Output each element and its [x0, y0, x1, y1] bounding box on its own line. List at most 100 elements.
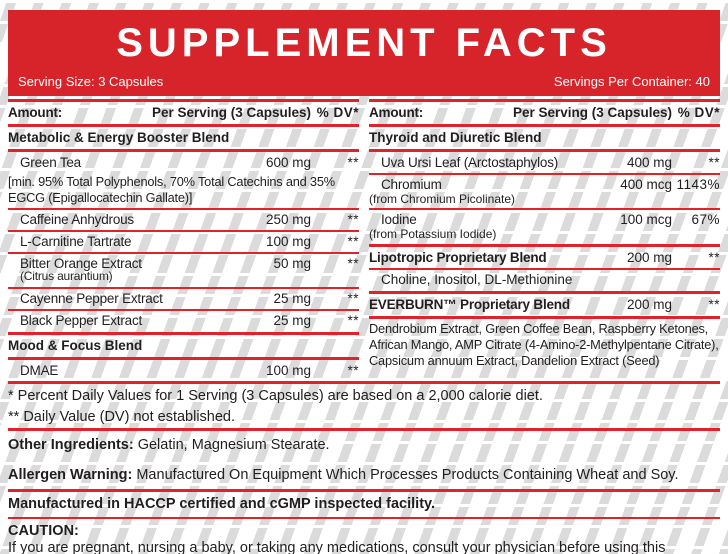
- ingredient-source: (from Chromium Picolinate): [369, 192, 516, 206]
- red-divider: [8, 488, 720, 492]
- ingredient-name-sub: (Citrus aurantium): [20, 269, 113, 283]
- red-divider: [8, 287, 359, 289]
- ingredient-name: Black Pepper Extract: [20, 313, 143, 328]
- facts-columns: Amount: Per Serving (3 Capsules) % DV* M…: [8, 98, 720, 381]
- section-title-mood: Mood & Focus Blend: [8, 338, 143, 353]
- red-divider: [8, 516, 720, 519]
- header-red-box: SUPPLEMENT FACTS Serving Size: 3 Capsule…: [8, 10, 720, 96]
- red-divider: [8, 99, 359, 102]
- blend-row: Lipotropic Proprietary Blend 200 mg **: [369, 248, 720, 268]
- header-amount: Amount:: [369, 105, 424, 120]
- ingredient-row: Caffeine Anhydrous 250 mg **: [8, 210, 359, 230]
- red-divider: [8, 381, 720, 384]
- lipotropic-contents: Choline, Inositol, DL-Methionine: [381, 272, 573, 287]
- ingredient-dv: **: [347, 212, 359, 227]
- servings-per-container: Servings Per Container: 40: [553, 74, 710, 89]
- serving-size: Serving Size: 3 Capsules: [18, 74, 164, 89]
- red-divider: [369, 291, 720, 294]
- ingredient-name: Chromium: [381, 177, 442, 192]
- ingredient-dv: **: [347, 155, 359, 170]
- ingredient-name: L-Carnitine Tartrate: [20, 234, 132, 249]
- everburn-contents: Dendrobium Extract, Green Coffee Bean, R…: [369, 321, 719, 368]
- ingredient-row: L-Carnitine Tartrate 100 mg **: [8, 232, 359, 252]
- section-title-metabolic: Metabolic & Energy Booster Blend: [8, 130, 230, 145]
- red-divider: [369, 173, 720, 175]
- right-column: Amount: Per Serving (3 Capsules) % DV* T…: [369, 98, 720, 371]
- caution-label: CAUTION:: [8, 523, 79, 539]
- red-divider: [369, 208, 720, 210]
- red-divider: [8, 149, 359, 152]
- ingredient-name: Caffeine Anhydrous: [20, 212, 134, 227]
- ingredient-row: Cayenne Pepper Extract 25 mg **: [8, 289, 359, 309]
- ingredient-name: Cayenne Pepper Extract: [20, 291, 163, 306]
- red-divider: [8, 357, 359, 360]
- ingredient-amount: 250 mg: [265, 212, 311, 227]
- ingredient-row: Bitter Orange Extract (Citrus aurantium)…: [8, 254, 359, 287]
- blend-name: Lipotropic Proprietary Blend: [369, 250, 547, 265]
- ingredient-row: Black Pepper Extract 25 mg **: [8, 311, 359, 331]
- ingredient-dv: **: [347, 234, 359, 249]
- ingredient-dv: **: [347, 291, 359, 306]
- red-divider: [369, 124, 720, 127]
- green-tea-note: [min. 95% Total Polyphenols, 70% Total C…: [8, 174, 335, 205]
- manufactured-statement: Manufactured in HACCP certified and cGMP…: [8, 495, 436, 512]
- allergen-warning-label: Allergen Warning:: [8, 466, 133, 483]
- red-divider: [369, 149, 720, 152]
- ingredient-amount: 100 mg: [265, 234, 311, 249]
- header-dv: % DV*: [677, 105, 720, 120]
- red-divider: [369, 99, 720, 102]
- ingredient-name: Bitter Orange Extract (Citrus aurantium): [8, 256, 219, 285]
- other-ingredients: Other Ingredients: Gelatin, Magnesium St…: [8, 437, 720, 453]
- red-divider: [8, 332, 359, 335]
- ingredient-name: Uva Ursi Leaf (Arctostaphylos): [381, 155, 559, 170]
- ingredient-amount: 100 mcg: [620, 212, 672, 227]
- ingredient-row: Iodine 100 mcg 67%: [369, 210, 720, 230]
- caution-text: If you are pregnant, nursing a baby, or …: [8, 540, 666, 554]
- ingredient-dv: 1143%: [676, 177, 720, 192]
- header-per-serving: Per Serving (3 Capsules): [151, 105, 311, 120]
- red-divider: [8, 252, 359, 254]
- ingredient-row: Chromium 400 mcg 1143%: [369, 175, 720, 195]
- ingredient-amount: 100 mg: [265, 363, 311, 378]
- ingredient-dv: 67%: [691, 212, 720, 227]
- left-column: Amount: Per Serving (3 Capsules) % DV* M…: [8, 98, 359, 381]
- red-divider: [8, 428, 720, 431]
- other-ingredients-label: Other Ingredients:: [8, 436, 134, 453]
- red-divider: [8, 124, 359, 127]
- blend-amount: 200 mg: [626, 250, 672, 265]
- ingredient-amount: 50 mg: [273, 256, 311, 271]
- ingredient-row: Green Tea 600 mg **: [8, 153, 359, 173]
- allergen-warning-value: Manufactured On Equipment Which Processe…: [132, 466, 679, 483]
- red-divider: [369, 244, 720, 247]
- ingredient-row: DMAE 100 mg **: [8, 361, 359, 381]
- ingredient-dv: **: [347, 363, 359, 378]
- ingredient-name: Iodine: [381, 212, 417, 227]
- page-title: SUPPLEMENT FACTS: [116, 21, 612, 65]
- blend-dv: **: [708, 250, 720, 265]
- red-divider: [8, 309, 359, 311]
- section-title-thyroid: Thyroid and Diuretic Blend: [369, 130, 542, 145]
- ingredient-amount: 400 mg: [626, 155, 672, 170]
- red-divider: [369, 316, 720, 319]
- red-divider: [8, 208, 359, 210]
- ingredient-amount: 25 mg: [273, 291, 311, 306]
- header-dv: % DV*: [316, 105, 359, 120]
- blend-row: EVERBURN™ Proprietary Blend 200 mg **: [369, 295, 720, 315]
- ingredient-amount: 600 mg: [265, 155, 311, 170]
- header-amount: Amount:: [8, 105, 63, 120]
- blend-dv: **: [708, 297, 720, 312]
- red-divider: [8, 230, 359, 232]
- ingredient-amount: 400 mcg: [620, 177, 672, 192]
- footnote-daily-values: * Percent Daily Values for 1 Serving (3 …: [8, 388, 543, 404]
- column-header-row: Amount: Per Serving (3 Capsules) % DV*: [8, 103, 359, 123]
- ingredient-dv: **: [347, 256, 359, 271]
- ingredient-dv: **: [347, 313, 359, 328]
- ingredient-name: DMAE: [20, 363, 59, 378]
- other-ingredients-value: Gelatin, Magnesium Stearate.: [133, 436, 330, 453]
- header-per-serving: Per Serving (3 Capsules): [512, 105, 672, 120]
- ingredient-dv: **: [708, 155, 720, 170]
- ingredient-source: (from Potassium Iodide): [369, 227, 497, 241]
- red-divider: [369, 268, 720, 270]
- blend-amount: 200 mg: [626, 297, 672, 312]
